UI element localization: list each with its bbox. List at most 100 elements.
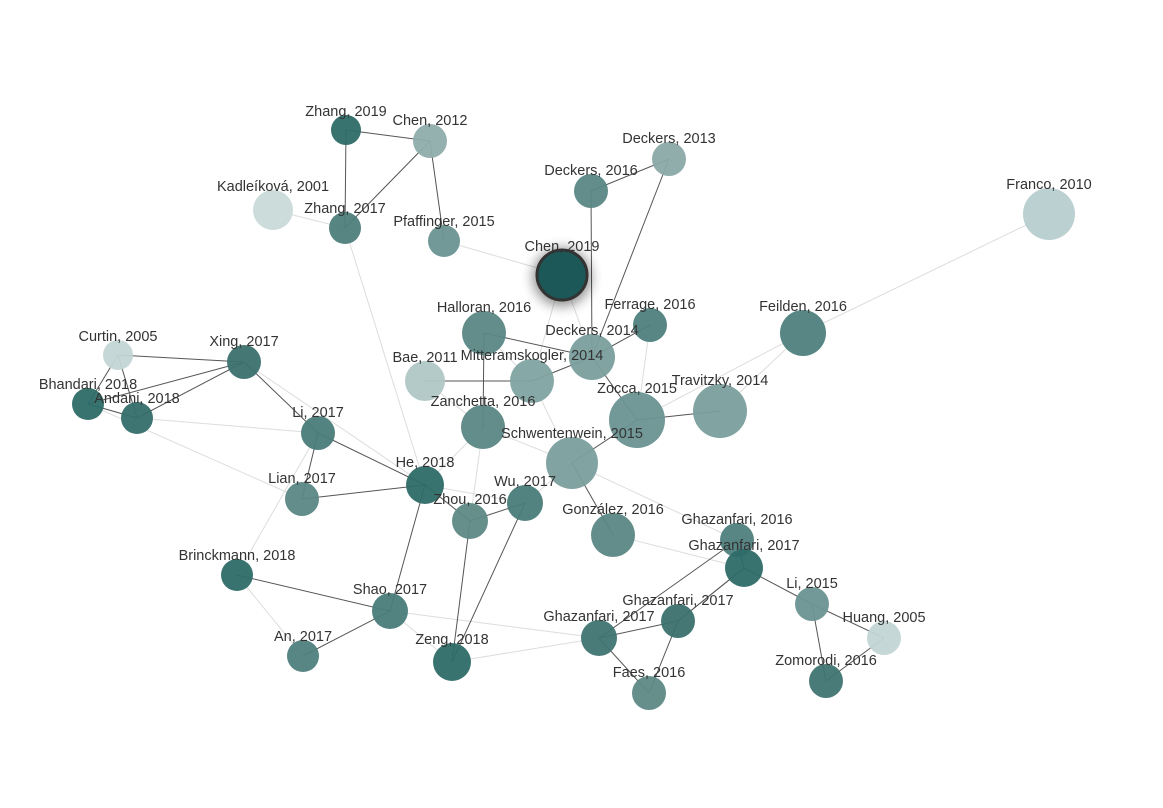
edge <box>136 417 319 434</box>
node[interactable] <box>591 513 635 557</box>
edge <box>802 213 1050 334</box>
node-label: He, 2018 <box>396 455 455 471</box>
node-label: González, 2016 <box>562 502 664 518</box>
node-label: Zeng, 2018 <box>415 632 488 648</box>
edge <box>571 462 738 541</box>
node[interactable] <box>693 384 747 438</box>
node-label: Ghazanfari, 2016 <box>681 512 792 528</box>
node-label: Travitzky, 2014 <box>672 373 769 389</box>
node-label: Brinckmann, 2018 <box>179 548 296 564</box>
node-label: Li, 2017 <box>292 405 344 421</box>
edge <box>612 534 745 569</box>
node[interactable] <box>372 593 408 629</box>
node-label: Mitteramskogler, 2014 <box>461 348 604 364</box>
node-label: Zanchetta, 2016 <box>431 394 536 410</box>
node-label: Deckers, 2016 <box>544 163 638 179</box>
node[interactable] <box>329 212 361 244</box>
node-label: Zocca, 2015 <box>597 381 677 397</box>
node[interactable] <box>581 620 617 656</box>
node-label: Ghazanfari, 2017 <box>688 538 799 554</box>
node-label: Huang, 2005 <box>842 610 925 626</box>
node-label: Curtin, 2005 <box>79 329 158 345</box>
node[interactable] <box>1023 188 1075 240</box>
node[interactable] <box>72 388 104 420</box>
edge <box>87 361 245 405</box>
node[interactable] <box>546 437 598 489</box>
node-label: Franco, 2010 <box>1006 177 1091 193</box>
node[interactable] <box>809 664 843 698</box>
edge <box>317 432 426 486</box>
node-label: Chen, 2019 <box>525 239 600 255</box>
node[interactable] <box>569 334 615 380</box>
node-label: Zhang, 2017 <box>304 201 385 217</box>
node-label: Kadleíková, 2001 <box>217 179 329 195</box>
node[interactable] <box>227 345 261 379</box>
node-label: Chen, 2012 <box>393 113 468 129</box>
node-label: Xing, 2017 <box>209 334 278 350</box>
edge <box>451 520 471 663</box>
node[interactable] <box>121 402 153 434</box>
node-label: Pfaffinger, 2015 <box>393 214 494 230</box>
node-label: Lian, 2017 <box>268 471 336 487</box>
edge <box>590 190 593 358</box>
node[interactable] <box>574 174 608 208</box>
edge <box>344 129 347 229</box>
edge <box>243 361 426 486</box>
node[interactable] <box>661 604 695 638</box>
node[interactable] <box>221 559 253 591</box>
node[interactable] <box>720 523 754 557</box>
nodes: Zhang, 2019 Chen, 2012 Kadleíková, 2001 Zha… <box>39 104 1092 710</box>
node[interactable] <box>795 587 829 621</box>
edge <box>389 610 600 639</box>
node[interactable] <box>535 248 589 302</box>
node[interactable] <box>428 225 460 257</box>
edge <box>636 332 804 421</box>
edge <box>451 637 600 663</box>
edge <box>591 158 670 358</box>
node-label: Shao, 2017 <box>353 582 427 598</box>
edge <box>236 574 391 612</box>
edge <box>344 227 426 486</box>
node-label: Wu, 2017 <box>494 474 556 490</box>
edge <box>451 502 526 663</box>
node[interactable] <box>287 640 319 672</box>
node[interactable] <box>510 359 554 403</box>
node[interactable] <box>433 643 471 681</box>
node[interactable] <box>405 361 445 401</box>
node[interactable] <box>301 416 335 450</box>
edge <box>117 354 245 363</box>
node[interactable] <box>725 549 763 587</box>
node-label: Feilden, 2016 <box>759 299 847 315</box>
node-label: Deckers, 2014 <box>545 323 639 339</box>
node-label: Ghazanfari, 2017 <box>543 609 654 625</box>
node-label: Halloran, 2016 <box>437 300 531 316</box>
node[interactable] <box>780 310 826 356</box>
node[interactable] <box>462 311 506 355</box>
edge <box>598 539 738 639</box>
node[interactable] <box>609 392 665 448</box>
node[interactable] <box>413 124 447 158</box>
node-label: Bhandari, 2018 <box>39 377 137 393</box>
node[interactable] <box>507 485 543 521</box>
edge <box>389 484 426 612</box>
node[interactable] <box>331 115 361 145</box>
node-label: An, 2017 <box>274 629 332 645</box>
node[interactable] <box>103 340 133 370</box>
node-label: Deckers, 2013 <box>622 131 716 147</box>
node[interactable] <box>867 621 901 655</box>
node[interactable] <box>253 190 293 230</box>
node[interactable] <box>461 405 505 449</box>
node-label: Bae, 2011 <box>392 350 457 366</box>
node[interactable] <box>652 142 686 176</box>
node[interactable] <box>406 466 444 504</box>
node[interactable] <box>632 676 666 710</box>
edge <box>236 574 304 657</box>
node-label: Zomorodi, 2016 <box>775 653 877 669</box>
node-label: Li, 2015 <box>786 576 838 592</box>
node[interactable] <box>452 503 488 539</box>
node-label: Ghazanfari, 2017 <box>622 593 733 609</box>
edge <box>243 361 319 434</box>
node[interactable] <box>633 308 667 342</box>
node[interactable] <box>285 482 319 516</box>
